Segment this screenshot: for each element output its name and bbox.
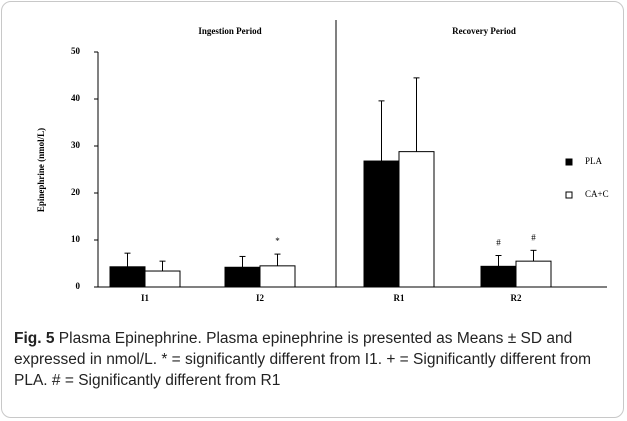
annotation: *	[275, 236, 280, 246]
legend-swatch	[565, 158, 573, 166]
y-tick-label: 40	[71, 93, 81, 103]
section-title: Recovery Period	[452, 26, 516, 36]
bar	[363, 160, 400, 288]
y-tick-label: 10	[71, 234, 81, 244]
x-tick-label: R2	[511, 293, 522, 303]
bar	[259, 265, 296, 288]
y-axis-label: Epinephrine (nmol/L)	[36, 128, 46, 212]
x-tick-label: I1	[141, 293, 150, 303]
section-title: Ingestion Period	[198, 26, 261, 36]
caption-text: Plasma Epinephrine. Plasma epinephrine i…	[14, 330, 592, 389]
legend-label: CA+C	[585, 189, 609, 199]
legend-swatch	[565, 191, 573, 199]
x-tick-label: I2	[256, 293, 265, 303]
bar	[224, 266, 261, 288]
y-tick-label: 20	[71, 187, 81, 197]
bar	[109, 266, 146, 288]
bar	[515, 260, 552, 288]
chart: Ingestion Period Recovery Period Epineph…	[36, 20, 609, 303]
legend-label: PLA	[585, 156, 603, 166]
bar	[144, 270, 181, 288]
annotation: #	[496, 238, 501, 248]
caption-label: Fig. 5	[14, 330, 55, 347]
bar	[398, 151, 435, 288]
y-tick-label: 0	[76, 281, 81, 291]
x-tick-label: R1	[394, 293, 405, 303]
caption: Fig. 5 Plasma Epinephrine. Plasma epinep…	[14, 328, 614, 391]
y-tick-label: 30	[71, 140, 81, 150]
bar	[480, 265, 517, 288]
y-tick-label: 50	[71, 46, 81, 56]
annotation: #	[531, 232, 536, 242]
